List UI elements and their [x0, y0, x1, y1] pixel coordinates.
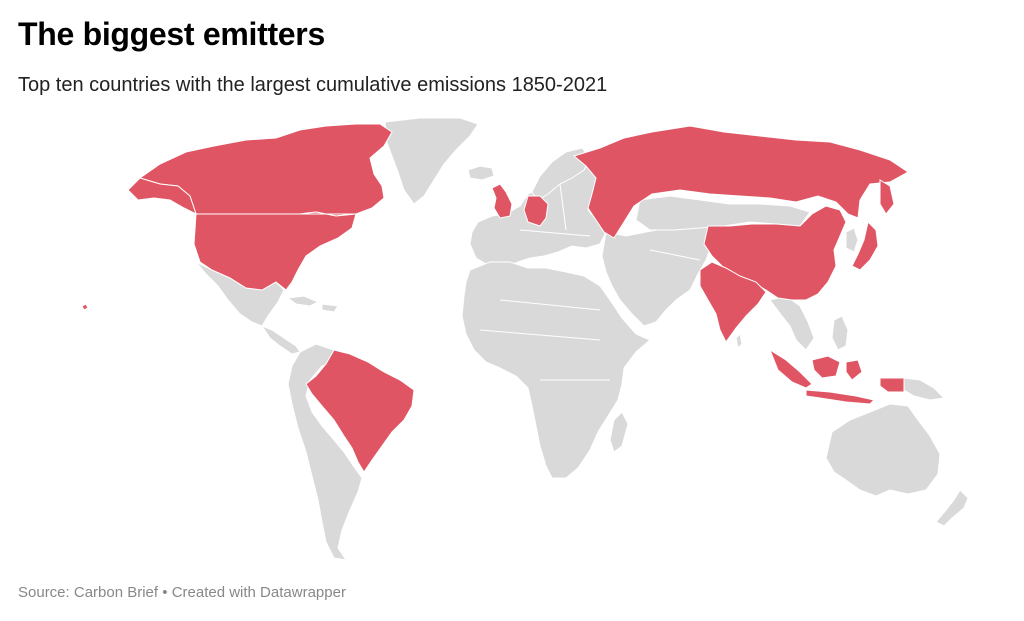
country-russia-kamchatka[interactable]: [879, 179, 895, 215]
country-new-zealand[interactable]: [935, 489, 969, 527]
country-united-kingdom[interactable]: [491, 183, 513, 219]
country-madagascar[interactable]: [609, 411, 629, 453]
country-germany[interactable]: [523, 195, 549, 227]
region-africa[interactable]: [461, 261, 651, 479]
credit-label: Created with Datawrapper: [171, 584, 346, 601]
chart-footer: Source: Carbon Brief • Created with Data…: [18, 584, 346, 601]
source-label: Source: Carbon Brief: [18, 584, 159, 601]
chart-subtitle: Top ten countries with the largest cumul…: [18, 74, 608, 96]
country-papua-new-guinea[interactable]: [903, 377, 946, 401]
country-india[interactable]: [699, 261, 767, 343]
country-sri-lanka[interactable]: [735, 332, 743, 350]
chart-title: The biggest emitters: [18, 16, 325, 52]
country-iceland[interactable]: [467, 165, 495, 181]
country-brazil[interactable]: [305, 349, 415, 473]
country-russia[interactable]: [572, 125, 909, 239]
country-indonesia[interactable]: [768, 348, 905, 405]
region-middle-east[interactable]: [601, 223, 713, 327]
country-usa-hawaii[interactable]: [81, 303, 89, 311]
country-australia[interactable]: [825, 403, 941, 497]
region-caribbean[interactable]: [286, 295, 339, 313]
country-usa[interactable]: [193, 211, 357, 291]
region-central-america[interactable]: [260, 324, 301, 355]
world-map: [81, 117, 969, 560]
country-greenland[interactable]: [384, 117, 479, 205]
region-southeast-asia[interactable]: [769, 295, 815, 351]
country-korea[interactable]: [845, 227, 859, 253]
region-south-america[interactable]: [287, 343, 363, 560]
country-philippines[interactable]: [831, 315, 849, 351]
footer-separator: •: [162, 584, 168, 601]
country-japan[interactable]: [851, 221, 879, 271]
